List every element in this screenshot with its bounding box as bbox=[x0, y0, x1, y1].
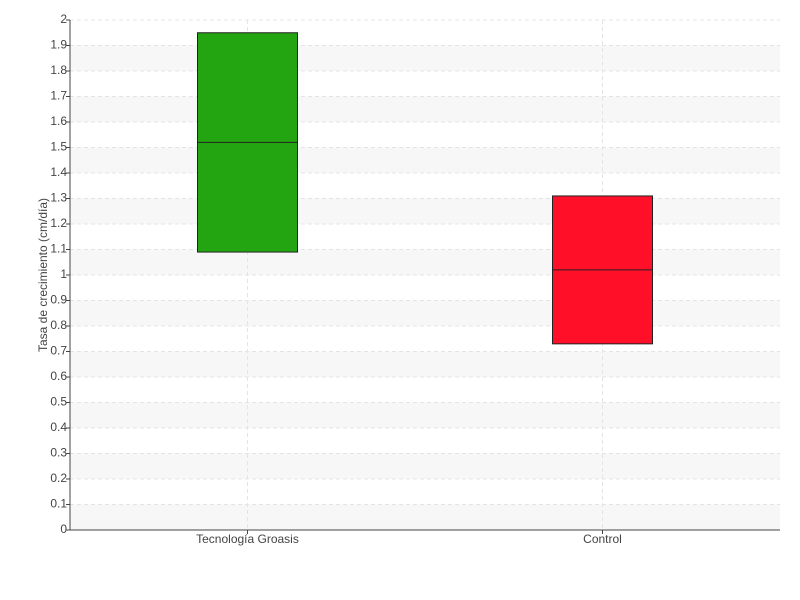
x-tick-label: Tecnología Groasis bbox=[196, 532, 299, 546]
y-tick-label: 0.7 bbox=[50, 344, 67, 358]
y-tick-label: 1.8 bbox=[50, 63, 67, 77]
grid-stripe bbox=[70, 96, 780, 122]
y-tick-label: 2 bbox=[60, 12, 67, 26]
y-tick-label: 0 bbox=[60, 522, 67, 536]
grid-stripe bbox=[70, 402, 780, 428]
grid-stripe bbox=[70, 453, 780, 479]
y-tick-label: 0.8 bbox=[50, 318, 67, 332]
y-tick-label: 0.3 bbox=[50, 446, 67, 460]
y-tick-label: 1.1 bbox=[50, 242, 67, 256]
y-tick-label: 0.2 bbox=[50, 471, 67, 485]
grid-stripe bbox=[70, 351, 780, 377]
y-tick-label: 1.2 bbox=[50, 216, 67, 230]
y-tick-label: 1.4 bbox=[50, 165, 67, 179]
y-tick-label: 0.6 bbox=[50, 369, 67, 383]
grid-stripe bbox=[70, 249, 780, 275]
grid-stripe bbox=[70, 45, 780, 71]
y-tick-label: 0.5 bbox=[50, 395, 67, 409]
y-tick-label: 1.7 bbox=[50, 89, 67, 103]
grid-stripe bbox=[70, 300, 780, 326]
y-tick-label: 1.6 bbox=[50, 114, 67, 128]
grid-stripe bbox=[70, 504, 780, 530]
y-tick-label: 1 bbox=[60, 267, 67, 281]
grid-stripe bbox=[70, 198, 780, 224]
y-tick-label: 0.9 bbox=[50, 293, 67, 307]
y-axis-label: Tasa de crecimiento (cm/día) bbox=[36, 198, 50, 352]
x-tick-label: Control bbox=[583, 532, 622, 546]
grid-stripe bbox=[70, 147, 780, 173]
y-tick-label: 1.3 bbox=[50, 191, 67, 205]
y-tick-label: 1.5 bbox=[50, 140, 67, 154]
y-tick-label: 1.9 bbox=[50, 38, 67, 52]
y-tick-label: 0.1 bbox=[50, 497, 67, 511]
y-tick-label: 0.4 bbox=[50, 420, 67, 434]
